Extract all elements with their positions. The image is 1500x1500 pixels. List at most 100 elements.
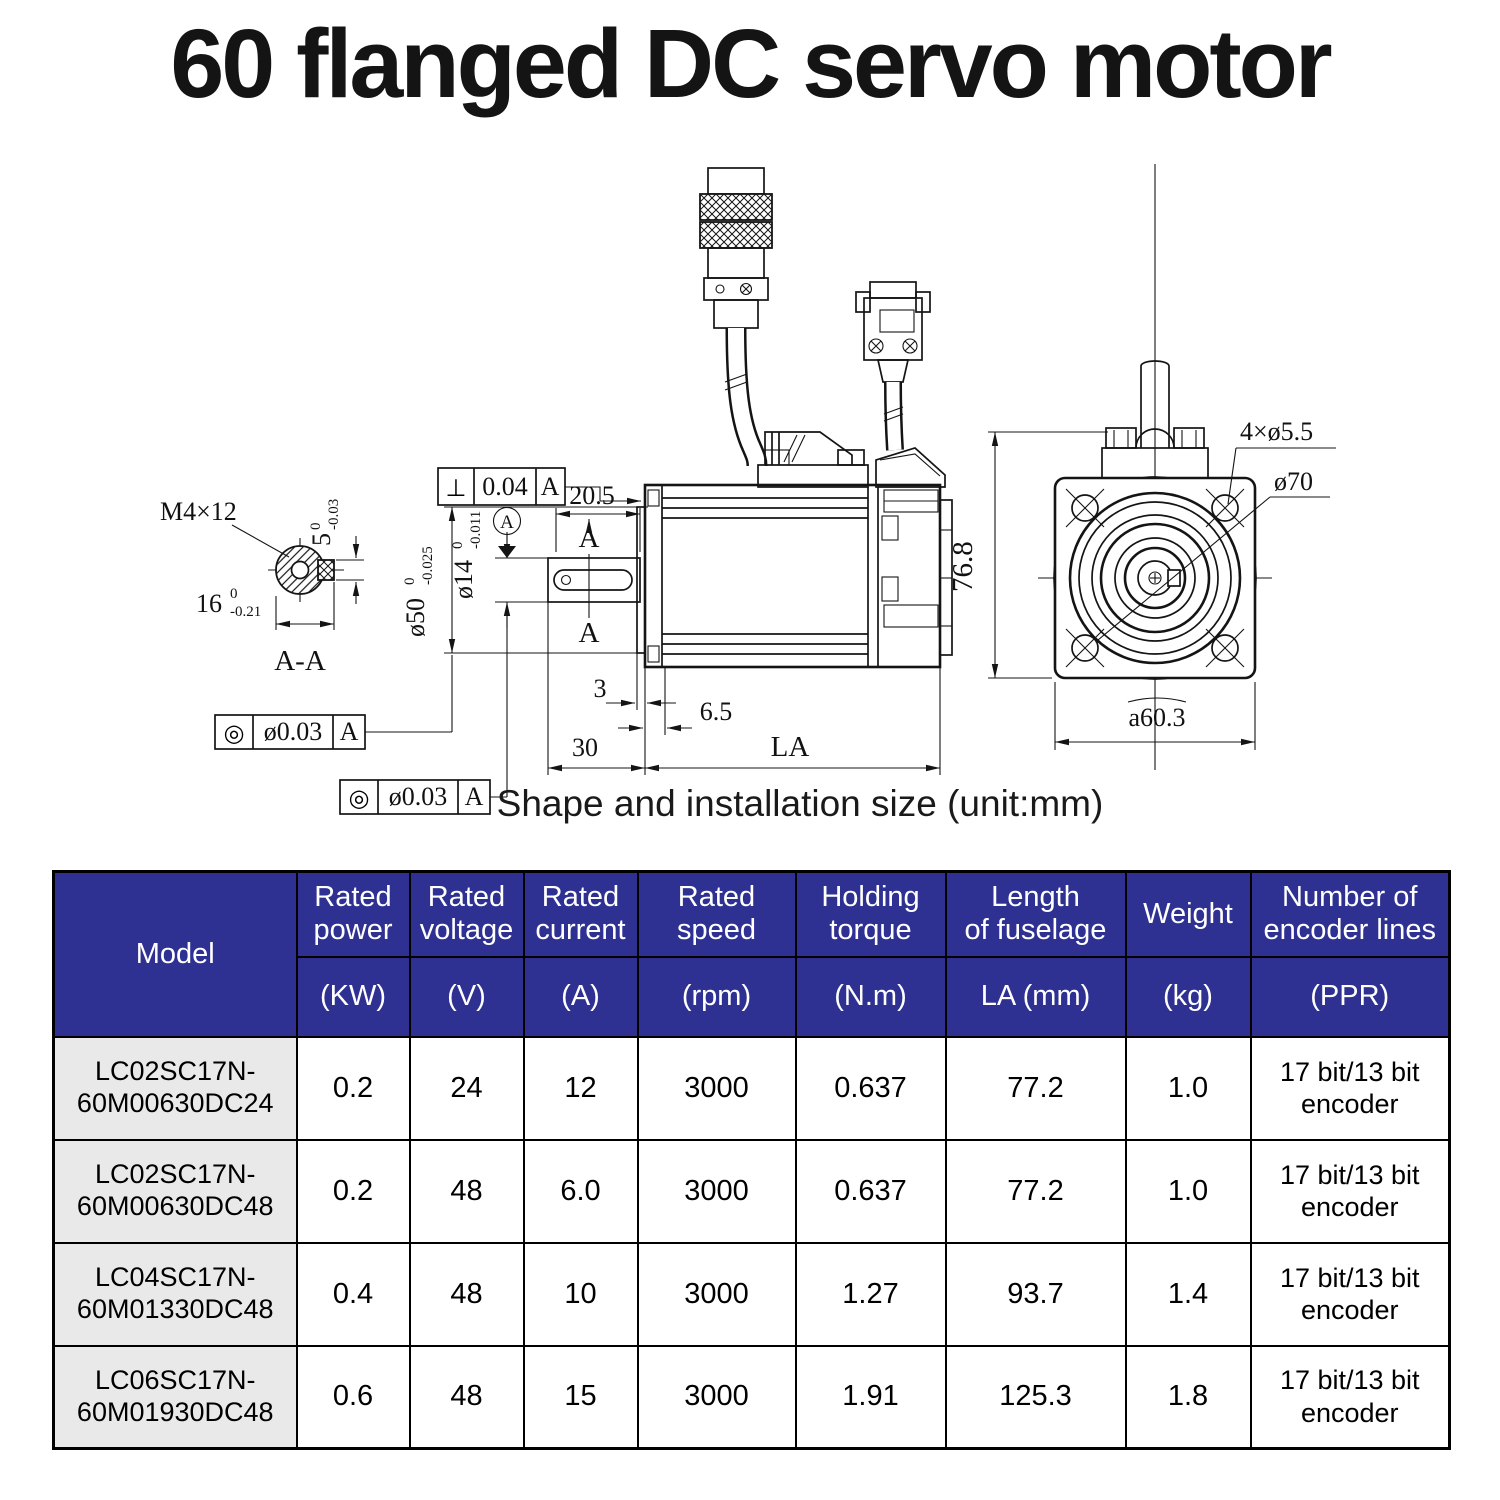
unit-current: (A) — [522, 955, 639, 1038]
cell-current: 6.0 — [522, 1138, 639, 1244]
table-row: LC02SC17N- 60M00630DC48 0.2 48 6.0 3000 … — [52, 1138, 1451, 1244]
drawing-caption: Shape and installation size (unit:mm) — [497, 783, 1104, 824]
svg-text:A: A — [465, 782, 484, 811]
concentricity-icon: ◎ — [224, 719, 245, 747]
cell-torque: 1.91 — [794, 1344, 947, 1450]
cell-speed: 3000 — [636, 1344, 797, 1450]
svg-text:20.5: 20.5 — [569, 481, 615, 510]
svg-text:30: 30 — [572, 733, 598, 762]
dim-key-length: 20.5 A A — [555, 481, 641, 649]
cell-speed: 3000 — [636, 1241, 797, 1347]
dim-holes: 4×ø5.5 — [1227, 417, 1336, 505]
cell-weight: 1.0 — [1124, 1138, 1252, 1244]
cell-torque: 0.637 — [794, 1035, 947, 1141]
dim-shaft: ø14 0 -0.011 — [449, 511, 548, 628]
cell-encoder: 17 bit/13 bit encoder — [1249, 1138, 1451, 1244]
cell-torque: 1.27 — [794, 1241, 947, 1347]
cell-speed: 3000 — [636, 1035, 797, 1141]
dim-pilot: ø50 0 -0.025 — [401, 506, 648, 654]
svg-text:76.8: 76.8 — [947, 541, 979, 592]
unit-length: LA (mm) — [944, 955, 1127, 1038]
cell-weight: 1.4 — [1124, 1241, 1252, 1347]
technical-drawing: M4×12 5 0 -0.03 16 0 -0.21 A-A — [160, 164, 1336, 824]
unit-weight: (kg) — [1124, 955, 1252, 1038]
section-view-a-a: M4×12 5 0 -0.03 16 0 -0.21 A-A — [160, 497, 364, 677]
cell-length: 125.3 — [944, 1344, 1127, 1450]
svg-text:ø14: ø14 — [449, 560, 478, 599]
svg-text:ø0.03: ø0.03 — [389, 782, 448, 811]
svg-text:5: 5 — [307, 533, 336, 546]
col-header-encoder: Number of encoder lines — [1249, 870, 1451, 958]
cell-length: 77.2 — [944, 1138, 1127, 1244]
col-header-length: Length of fuselage — [944, 870, 1127, 958]
cell-current: 12 — [522, 1035, 639, 1141]
col-header-speed: Rated speed — [636, 870, 797, 958]
cell-power: 0.2 — [295, 1035, 411, 1141]
perpendicularity-icon: ⊥ — [446, 474, 467, 502]
motor-body — [643, 483, 953, 669]
cell-model: LC02SC17N- 60M00630DC48 — [52, 1138, 298, 1244]
cell-current: 10 — [522, 1241, 639, 1347]
cell-encoder: 17 bit/13 bit encoder — [1249, 1035, 1451, 1141]
side-view: ⊥ 0.04 A A ø50 0 -0.0 — [401, 167, 953, 775]
cell-weight: 1.0 — [1124, 1035, 1252, 1141]
table-row: LC04SC17N- 60M01330DC48 0.4 48 10 3000 1… — [52, 1241, 1451, 1347]
thread-label: M4×12 — [160, 497, 237, 526]
svg-text:0: 0 — [308, 523, 324, 531]
cell-voltage: 48 — [408, 1344, 525, 1450]
cell-power: 0.2 — [295, 1138, 411, 1244]
svg-text:A: A — [541, 472, 560, 501]
unit-speed: (rpm) — [636, 955, 797, 1038]
unit-encoder: (PPR) — [1249, 955, 1451, 1038]
concentricity-frame-2: ◎ ø0.03 A — [339, 610, 508, 815]
front-view: 76.8 4×ø5.5 ø70 a60.3 — [947, 164, 1336, 770]
dim-square: a60.3 — [1054, 682, 1256, 750]
cell-torque: 0.637 — [794, 1138, 947, 1244]
page-title: 60 flanged DC servo motor — [170, 9, 1332, 118]
cell-model: LC02SC17N- 60M00630DC24 — [52, 1035, 298, 1141]
dim-6-5: 6.5 — [618, 667, 732, 735]
svg-text:ø0.03: ø0.03 — [264, 717, 323, 746]
dim-flat-main: 16 — [196, 589, 222, 618]
cell-voltage: 48 — [408, 1138, 525, 1244]
dim-30-la: 30 LA — [547, 602, 941, 775]
col-header-voltage: Rated voltage — [408, 870, 525, 958]
dim-3: 3 — [594, 653, 676, 710]
svg-text:0.04: 0.04 — [482, 472, 528, 501]
svg-text:-0.011: -0.011 — [468, 511, 484, 549]
svg-text:ø70: ø70 — [1274, 467, 1313, 496]
cell-length: 93.7 — [944, 1241, 1127, 1347]
svg-text:A: A — [579, 617, 600, 649]
cell-weight: 1.8 — [1124, 1344, 1252, 1450]
svg-text:4×ø5.5: 4×ø5.5 — [1240, 417, 1313, 446]
cell-current: 15 — [522, 1344, 639, 1450]
col-header-power: Rated power — [295, 870, 411, 958]
rear-wedge — [875, 447, 946, 488]
concentricity-frame-1: ◎ ø0.03 A — [214, 655, 453, 750]
svg-text:LA: LA — [771, 731, 810, 763]
cell-encoder: 17 bit/13 bit encoder — [1249, 1241, 1451, 1347]
cell-model: LC04SC17N- 60M01330DC48 — [52, 1241, 298, 1347]
svg-text:a60.3: a60.3 — [1128, 703, 1185, 732]
dim-flat-lower: -0.21 — [230, 604, 261, 620]
dim-flat-upper: 0 — [230, 586, 238, 602]
round-connector — [699, 167, 773, 467]
spec-table: Model Rated power Rated voltage Rated cu… — [52, 870, 1451, 1450]
dim-height: 76.8 — [947, 431, 1108, 679]
svg-text:A: A — [500, 512, 514, 533]
concentricity-icon: ◎ — [349, 784, 370, 812]
cell-encoder: 17 bit/13 bit encoder — [1249, 1344, 1451, 1450]
cell-speed: 3000 — [636, 1138, 797, 1244]
cell-power: 0.6 — [295, 1344, 411, 1450]
cell-length: 77.2 — [944, 1035, 1127, 1141]
svg-text:6.5: 6.5 — [700, 697, 733, 726]
dim-bolt-circle: ø70 — [1097, 467, 1330, 641]
svg-text:-0.025: -0.025 — [420, 546, 436, 585]
table-row: LC02SC17N- 60M00630DC24 0.2 24 12 3000 0… — [52, 1035, 1451, 1141]
terminal-block — [757, 431, 869, 488]
section-label: A-A — [274, 645, 326, 677]
svg-text:ø50: ø50 — [401, 598, 430, 637]
svg-text:A: A — [340, 717, 359, 746]
db9-connector — [855, 281, 931, 451]
